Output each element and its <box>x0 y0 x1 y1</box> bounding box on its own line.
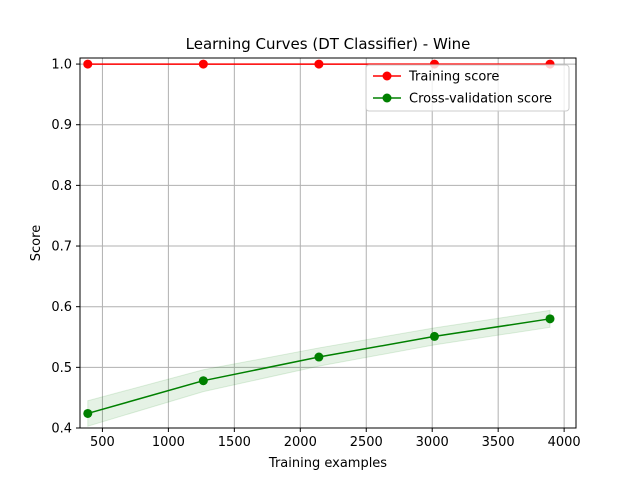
data-point <box>83 59 93 69</box>
y-axis-label: Score <box>29 225 44 261</box>
chart-title: Learning Curves (DT Classifier) - Wine <box>186 35 471 53</box>
legend-swatch-marker <box>382 71 392 81</box>
y-tick-label: 0.9 <box>51 118 72 133</box>
legend-label: Cross-validation score <box>409 92 552 107</box>
axis-ticks: 500 1000 1500 2000 2500 3000 3500 4000 0.4 0.5 0.6… <box>51 58 580 450</box>
x-tick-label: 1000 <box>152 435 185 450</box>
plot-frame <box>79 57 577 429</box>
x-tick-label: 3000 <box>416 435 449 450</box>
data-point <box>429 331 439 341</box>
y-tick-label: 0.6 <box>51 300 72 315</box>
y-tick-label: 0.8 <box>51 179 72 194</box>
legend: Training score Cross-validation score <box>365 64 570 112</box>
data-point <box>314 352 324 362</box>
y-tick-label: 0.7 <box>51 240 72 255</box>
data-point <box>83 408 93 418</box>
data-point <box>198 376 208 386</box>
x-tick-label: 500 <box>90 435 115 450</box>
y-tick-label: 1.0 <box>51 58 72 73</box>
y-tick-label: 0.5 <box>51 361 72 376</box>
y-tick-label: 0.4 <box>51 422 72 437</box>
x-tick-label: 1500 <box>218 435 251 450</box>
x-axis-label: Training examples <box>268 456 387 471</box>
legend-label: Training score <box>408 70 499 85</box>
x-tick-label: 2500 <box>350 435 383 450</box>
data-point <box>198 59 208 69</box>
legend-box <box>365 64 570 112</box>
x-tick-label: 3500 <box>482 435 515 450</box>
data-point <box>314 59 324 69</box>
data-point <box>545 314 555 324</box>
legend-swatch-marker <box>382 93 392 103</box>
x-tick-label: 4000 <box>548 435 581 450</box>
x-tick-label: 2000 <box>284 435 317 450</box>
